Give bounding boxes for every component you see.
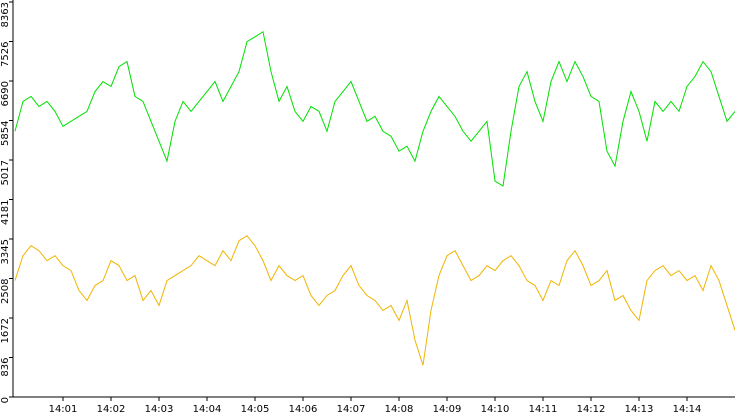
x-tick-label: 14:01 xyxy=(49,404,78,415)
series-line xyxy=(14,235,735,366)
x-tick-label: 14:10 xyxy=(481,404,510,415)
y-tick-label: 5854 xyxy=(0,121,11,146)
y-tick-label: 5017 xyxy=(0,160,11,185)
series-line xyxy=(14,30,735,187)
y-tick-label: 836 xyxy=(0,358,11,377)
x-tick-label: 14:07 xyxy=(337,404,366,415)
y-tick-label: 8363 xyxy=(0,2,11,27)
y-tick-label: 6690 xyxy=(0,81,11,106)
x-tick-label: 14:13 xyxy=(625,404,654,415)
x-tick-label: 14:06 xyxy=(289,404,318,415)
x-tick-label: 14:12 xyxy=(577,404,606,415)
y-tick-label: 0 xyxy=(0,397,11,403)
x-tick-label: 14:11 xyxy=(529,404,558,415)
y-tick-label: 1672 xyxy=(0,318,11,343)
y-tick-label: 7526 xyxy=(0,42,11,67)
x-tick-label: 14:05 xyxy=(241,404,270,415)
x-tick-label: 14:04 xyxy=(193,404,222,415)
x-tick-label: 14:03 xyxy=(145,404,174,415)
x-tick-label: 14:02 xyxy=(97,404,126,415)
x-tick-label: 14:08 xyxy=(385,404,414,415)
y-tick-label: 2508 xyxy=(0,279,11,304)
y-tick-label: 4181 xyxy=(0,200,11,225)
y-tick-label: 3345 xyxy=(0,239,11,264)
x-tick-label: 14:09 xyxy=(433,404,462,415)
x-tick-label: 14:14 xyxy=(673,404,702,415)
